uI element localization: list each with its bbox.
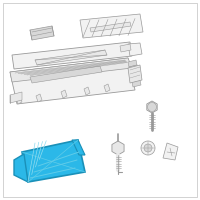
Polygon shape	[72, 140, 85, 155]
Circle shape	[148, 102, 156, 112]
Polygon shape	[90, 22, 131, 32]
Polygon shape	[10, 92, 22, 103]
Polygon shape	[30, 26, 54, 40]
Circle shape	[141, 141, 155, 155]
Polygon shape	[128, 65, 142, 83]
Polygon shape	[129, 65, 138, 72]
Polygon shape	[14, 154, 28, 182]
Polygon shape	[30, 66, 102, 83]
Polygon shape	[147, 101, 157, 113]
Polygon shape	[120, 44, 131, 52]
Polygon shape	[128, 43, 142, 56]
Polygon shape	[112, 141, 124, 155]
Polygon shape	[10, 58, 132, 82]
Polygon shape	[128, 60, 137, 67]
Polygon shape	[35, 50, 107, 65]
Polygon shape	[61, 90, 67, 98]
Polygon shape	[163, 143, 178, 160]
Polygon shape	[104, 84, 110, 92]
Polygon shape	[22, 140, 85, 182]
Polygon shape	[10, 58, 135, 104]
Polygon shape	[16, 96, 22, 104]
Polygon shape	[132, 80, 141, 87]
Polygon shape	[36, 94, 42, 102]
Circle shape	[144, 144, 152, 152]
Polygon shape	[131, 75, 140, 82]
Polygon shape	[12, 42, 132, 69]
Polygon shape	[130, 70, 139, 77]
Polygon shape	[84, 87, 90, 95]
Polygon shape	[80, 14, 143, 38]
